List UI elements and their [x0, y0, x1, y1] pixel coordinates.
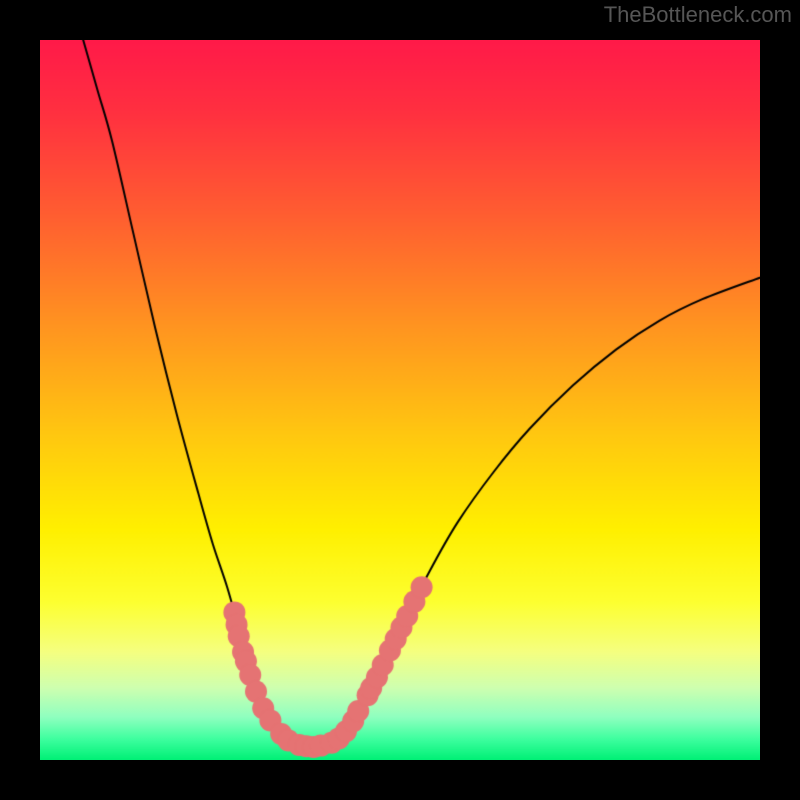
curve-canvas — [40, 40, 760, 760]
watermark-text: TheBottleneck.com — [604, 2, 792, 28]
plot-area — [40, 40, 760, 760]
background-gradient — [40, 40, 760, 760]
chart-frame: TheBottleneck.com — [0, 0, 800, 800]
